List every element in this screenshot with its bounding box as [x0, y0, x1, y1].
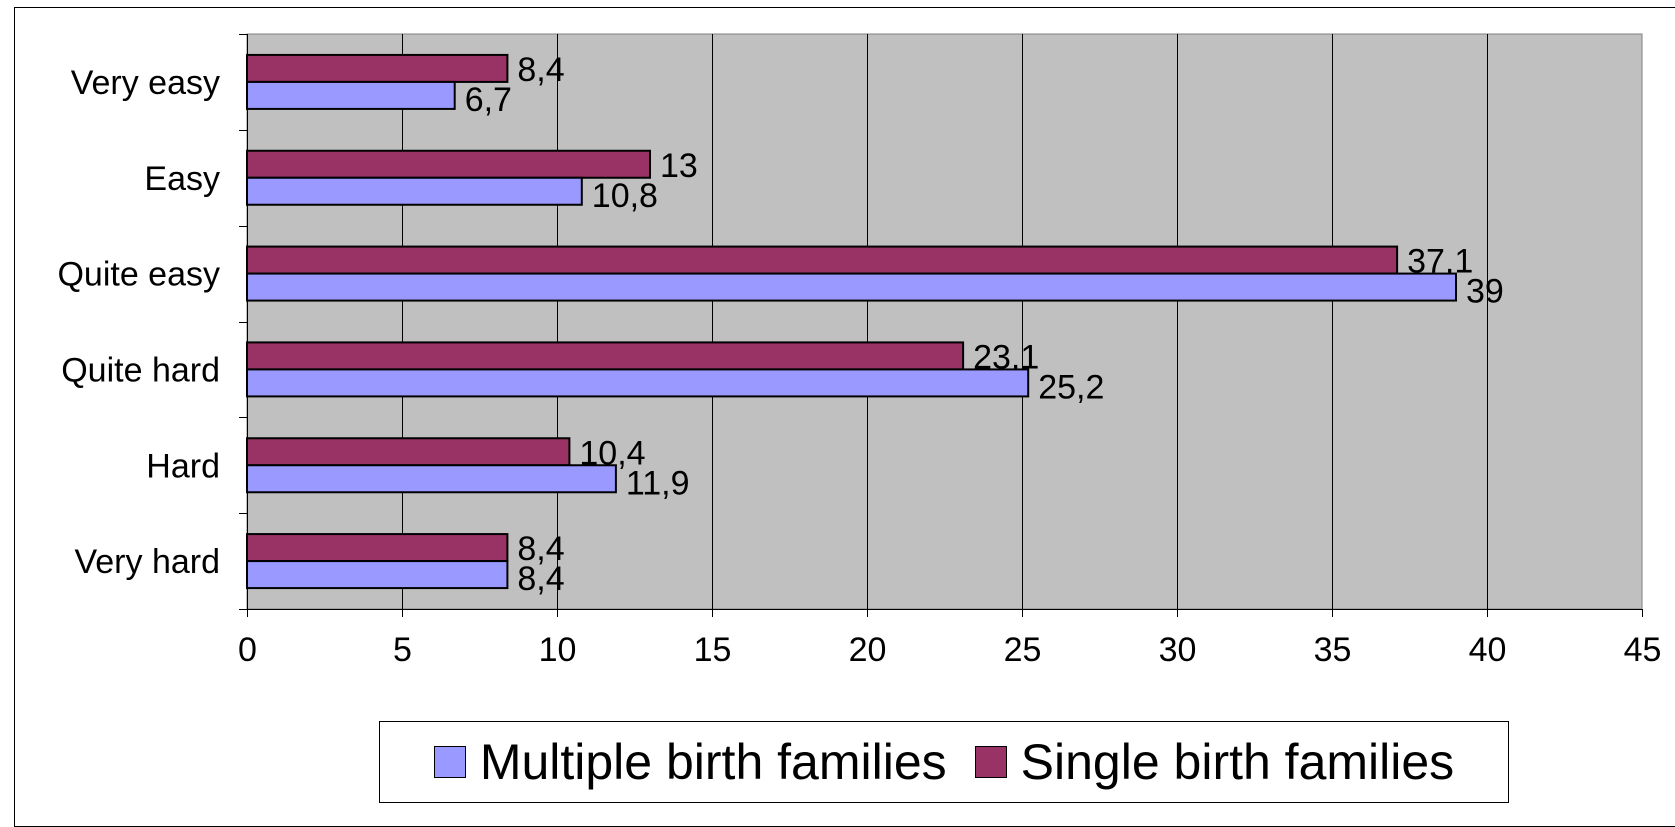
x-tick-label-5: 5 [393, 631, 412, 669]
legend-label-single: Single birth families [1020, 734, 1455, 790]
category-label-very-hard: Very hard [74, 543, 220, 581]
x-tick-label-0: 0 [238, 631, 257, 669]
x-tick-label-30: 30 [1159, 631, 1197, 669]
data-label-single-very-easy: 8,4 [517, 51, 564, 89]
bar-single-quite-hard [246, 341, 965, 371]
legend: Multiple birth families Single birth fam… [379, 721, 1509, 803]
x-tick-label-15: 15 [694, 631, 732, 669]
bar-single-very-hard [246, 533, 509, 563]
x-tick-label-10: 10 [539, 631, 577, 669]
data-label-multiple-hard: 11,9 [626, 464, 690, 502]
bar-multiple-hard [246, 464, 617, 494]
category-label-quite-hard: Quite hard [61, 351, 220, 389]
bar-multiple-quite-easy [246, 272, 1457, 302]
x-tick-label-40: 40 [1469, 631, 1507, 669]
category-label-quite-easy: Quite easy [57, 256, 220, 294]
data-label-multiple-easy: 10,8 [592, 177, 658, 215]
legend-swatch-multiple [433, 746, 466, 778]
category-label-hard: Hard [146, 447, 220, 485]
bar-single-very-easy [246, 53, 509, 83]
legend-swatch-single [974, 746, 1007, 778]
category-label-very-easy: Very easy [71, 64, 220, 102]
data-label-multiple-very-easy: 6,7 [465, 81, 512, 119]
bar-multiple-very-easy [246, 80, 456, 110]
bar-single-easy [246, 149, 651, 179]
data-label-single-very-hard: 8,4 [517, 530, 564, 568]
data-label-multiple-quite-easy: 39 [1466, 273, 1504, 311]
bar-multiple-quite-hard [246, 368, 1030, 398]
bar-single-quite-easy [246, 245, 1399, 275]
bar-multiple-very-hard [246, 560, 509, 590]
x-tick-label-20: 20 [849, 631, 887, 669]
x-tick-label-35: 35 [1314, 631, 1352, 669]
data-label-multiple-quite-hard: 25,2 [1038, 368, 1104, 406]
bar-single-hard [246, 437, 571, 467]
plot-area [246, 33, 1643, 610]
category-label-easy: Easy [144, 160, 220, 198]
legend-label-multiple: Multiple birth families [479, 734, 947, 790]
legend-item-single: Single birth families [974, 733, 1455, 791]
bar-multiple-easy [246, 176, 583, 206]
legend-item-multiple: Multiple birth families [433, 733, 947, 791]
x-tick-label-45: 45 [1624, 631, 1662, 669]
data-label-multiple-very-hard: 8,4 [517, 560, 564, 598]
data-label-single-easy: 13 [660, 147, 698, 185]
x-tick-label-25: 25 [1004, 631, 1042, 669]
